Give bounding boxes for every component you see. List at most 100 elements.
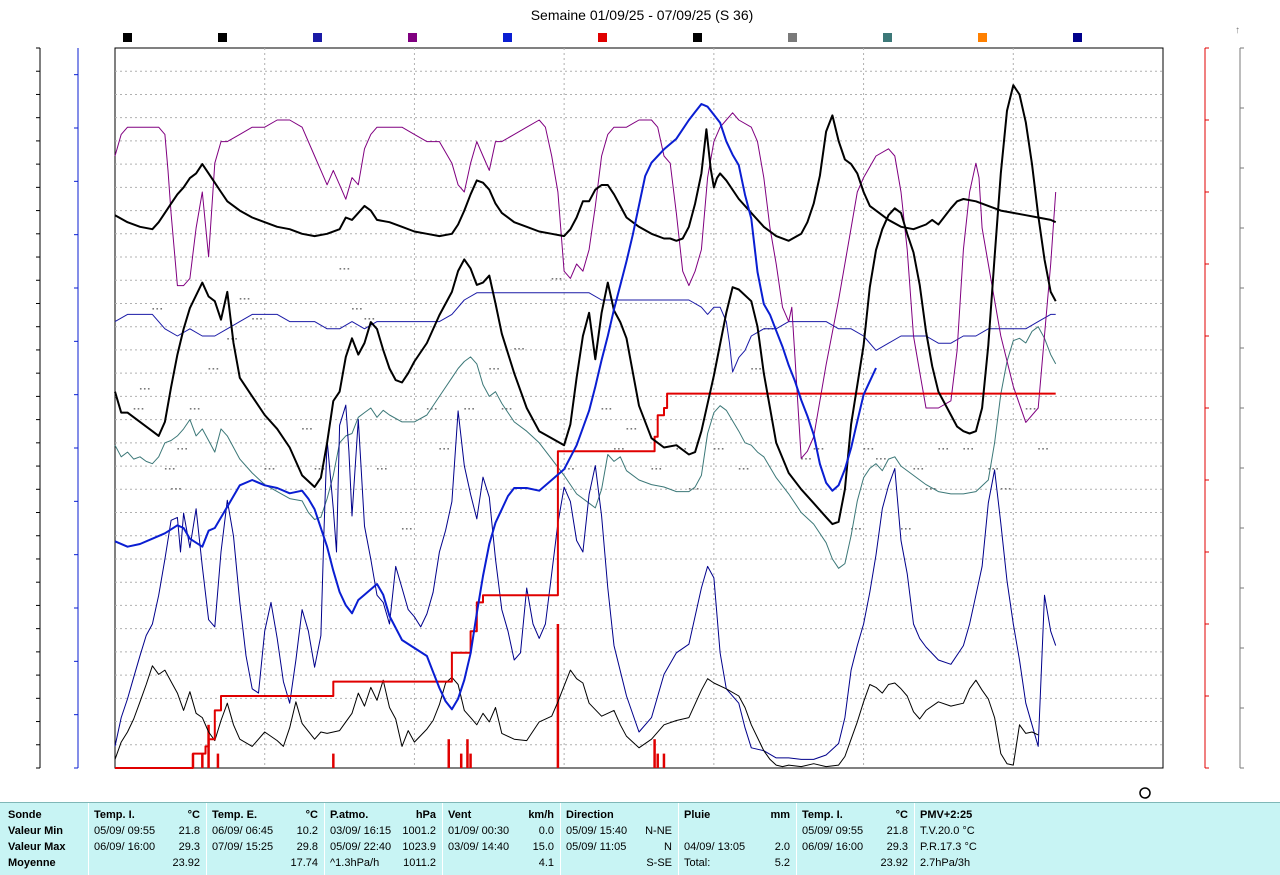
direction-point: [929, 488, 932, 490]
direction-point: [372, 318, 375, 320]
direction-point: [185, 448, 187, 450]
direction-point: [572, 468, 574, 470]
direction-point: [522, 348, 524, 350]
legend-item[interactable]: [598, 33, 607, 42]
direction-point: [601, 408, 604, 410]
stats-header-unit: hPa: [415, 809, 436, 821]
direction-point: [439, 448, 441, 450]
direction-point: [489, 368, 491, 370]
direction-point: [168, 468, 171, 470]
direction-point: [655, 468, 658, 470]
stats-row: 4.1: [448, 855, 554, 871]
direction-point: [193, 408, 196, 410]
direction-point: [509, 408, 512, 410]
direction-point: [518, 348, 520, 350]
stats-row: ^1.3hPa/h 1011.2: [330, 855, 436, 871]
series-line-pluie: [115, 392, 1056, 769]
direction-point: [447, 448, 449, 450]
direction-point: [133, 408, 136, 410]
stats-cell-value: 2.0: [774, 841, 790, 853]
direction-point: [247, 298, 250, 300]
series-line-p-de-ros-e: [114, 326, 1057, 569]
direction-point: [696, 488, 699, 490]
legend-item[interactable]: [503, 33, 512, 42]
legend-item[interactable]: [978, 33, 987, 42]
direction-point: [189, 408, 192, 410]
time-marker[interactable]: [1139, 787, 1151, 799]
direction-point: [626, 428, 629, 430]
stats-cell-value: 0.0: [538, 825, 554, 837]
direction-point: [152, 308, 155, 310]
series-line-vent: [114, 665, 1039, 768]
legend-item[interactable]: [123, 33, 132, 42]
direction-point: [468, 408, 470, 410]
chart-legend: [123, 33, 1082, 42]
stats-row: 05/09/ 22:40 1023.9: [330, 839, 436, 855]
stats-cell: Moyenne: [8, 857, 56, 869]
stats-cell-value: S-SE: [646, 857, 672, 869]
direction-point: [179, 488, 181, 490]
direction-point: [368, 318, 371, 320]
time-marker-circle[interactable]: [1139, 787, 1151, 799]
series-line-p-atmo: [114, 103, 877, 711]
stats-header: Temp. E. °C: [212, 807, 318, 823]
legend-item[interactable]: [883, 33, 892, 42]
stats-cell-value: N: [664, 841, 672, 853]
legend-item[interactable]: [693, 33, 702, 42]
stats-header: PMV+2:25: [920, 807, 1020, 823]
stats-cell-value: 10.2: [296, 825, 318, 837]
direction-point: [181, 448, 183, 450]
direction-point: [401, 528, 404, 530]
direction-point: [339, 268, 342, 270]
direction-point: [1004, 488, 1007, 490]
direction-point: [921, 468, 924, 470]
direction-point: [147, 388, 150, 390]
stats-header-unit: °C: [187, 809, 200, 821]
legend-item[interactable]: [408, 33, 417, 42]
stats-row: 05/09/ 09:55 21.8: [94, 823, 200, 839]
stats-cell-value: 21.8: [886, 825, 908, 837]
stats-separator: [560, 803, 561, 875]
direction-point: [405, 528, 408, 530]
direction-point: [172, 468, 175, 470]
direction-point: [801, 458, 803, 460]
stats-column: Temp. E. °C 06/09/ 06:45 10.2 07/09/ 15:25 29…: [212, 807, 318, 871]
series-line-temp-i: [114, 114, 1057, 242]
direction-point: [913, 468, 916, 470]
direction-point: [813, 448, 816, 450]
direction-point: [360, 308, 362, 310]
direction-point: [821, 448, 824, 450]
direction-point: [609, 408, 612, 410]
stats-header-label: Pluie: [684, 809, 711, 821]
direction-point: [917, 468, 920, 470]
direction-arrow-icon: ↑: [1235, 25, 1240, 36]
stats-row: 2.7hPa/3h: [920, 855, 1020, 871]
direction-point: [884, 458, 886, 460]
stats-header-unit: °C: [305, 809, 318, 821]
stats-column: PMV+2:25 T.V.20.0 °C P.R.17.3 °C 2.7hPa/3h: [920, 807, 1020, 871]
stats-row: 06/09/ 06:45 10.2: [212, 823, 318, 839]
direction-point: [256, 318, 258, 320]
legend-item[interactable]: [313, 33, 322, 42]
legend-item[interactable]: [1073, 33, 1082, 42]
stats-row: 23.92: [802, 855, 908, 871]
legend-item[interactable]: [218, 33, 227, 42]
direction-point: [855, 528, 857, 530]
stats-cell: P.R.17.3 °C: [920, 841, 977, 853]
legend-item[interactable]: [788, 33, 797, 42]
direction-point: [751, 368, 753, 370]
direction-point: [988, 468, 990, 470]
direction-point: [514, 348, 516, 350]
direction-point: [817, 448, 820, 450]
direction-point: [688, 488, 691, 490]
stats-row: 05/09/ 11:05 N: [566, 839, 672, 855]
stats-cell: T.V.20.0 °C: [920, 825, 975, 837]
stats-header: Vent km/h: [448, 807, 554, 823]
stats-row: 03/09/ 14:40 15.0: [448, 839, 554, 855]
direction-point: [177, 448, 179, 450]
direction-point: [559, 278, 562, 280]
stats-row: 07/09/ 15:25 29.8: [212, 839, 318, 855]
stats-row: 17.74: [212, 855, 318, 871]
stats-cell-time: 05/09/ 22:40: [330, 841, 392, 853]
stats-row: 06/09/ 16:00 29.3: [802, 839, 908, 855]
